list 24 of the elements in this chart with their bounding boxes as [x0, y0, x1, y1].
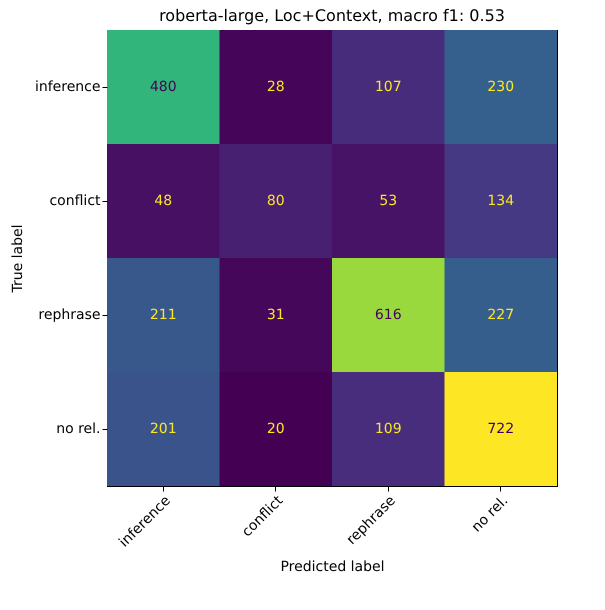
data-label: 48 [154, 193, 172, 209]
data-label: 722 [487, 421, 514, 437]
y-tick-label: inference [34, 79, 100, 95]
data-label: 107 [374, 79, 402, 95]
y-tick-label: rephrase [38, 307, 100, 323]
data-label: 20 [266, 421, 285, 437]
data-label: 109 [374, 421, 402, 437]
data-label: 28 [266, 79, 285, 95]
data-label: 31 [266, 307, 285, 323]
x-axis-title: Predicted label [280, 558, 385, 575]
data-label: 80 [266, 193, 285, 209]
y-tick-label: conflict [49, 193, 102, 209]
data-label: 480 [150, 79, 177, 95]
x-tick-label: no rel. [468, 492, 512, 536]
data-label: 230 [487, 79, 514, 95]
data-label: 53 [379, 193, 398, 209]
data-label: 134 [487, 193, 514, 209]
chart-title: roberta-large, Loc+Context, macro f1: 0.53 [159, 6, 505, 25]
y-tick-label: no rel. [56, 421, 100, 437]
data-label: 211 [150, 307, 177, 323]
data-label: 227 [487, 307, 514, 323]
data-label: 201 [150, 421, 177, 437]
data-label: 616 [374, 307, 402, 323]
y-axis-title: True label [10, 224, 26, 294]
